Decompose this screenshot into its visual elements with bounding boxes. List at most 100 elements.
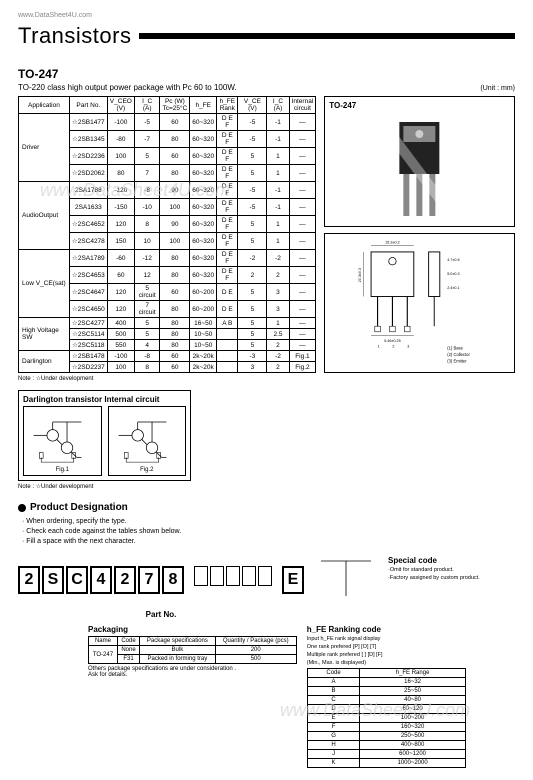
cell: D E F bbox=[217, 182, 238, 199]
cell: 160~320 bbox=[360, 723, 465, 732]
cell: 5 bbox=[134, 148, 160, 165]
cell: 500 bbox=[107, 329, 134, 340]
cell: D E bbox=[217, 284, 238, 301]
cell: ☆2SC4652 bbox=[69, 216, 107, 233]
cell: 80 bbox=[160, 267, 190, 284]
table-row: K1000~2000 bbox=[307, 759, 465, 768]
col-header: V_CEO (V) bbox=[107, 97, 134, 114]
col-header: Name bbox=[89, 637, 118, 646]
pd-list: · When ordering, specify the type.· Chec… bbox=[22, 517, 515, 546]
cell: Packed in forming tray bbox=[140, 655, 216, 664]
table-row: G250~500 bbox=[307, 732, 465, 741]
svg-text:2: 2 bbox=[393, 345, 395, 349]
svg-text:5.46±0.25: 5.46±0.25 bbox=[384, 339, 400, 343]
cell: D E F bbox=[217, 267, 238, 284]
pd-item: · Check each code against the tables sho… bbox=[22, 527, 515, 537]
cell: 250~500 bbox=[360, 732, 465, 741]
col-header: Quantity / Package (pcs) bbox=[215, 637, 296, 646]
cell: ☆2SB1345 bbox=[69, 131, 107, 148]
char-box: 2 bbox=[114, 566, 136, 594]
svg-text:(2) Collector: (2) Collector bbox=[447, 352, 470, 357]
cell: -2 bbox=[238, 250, 267, 267]
app-cell: Driver bbox=[19, 114, 70, 182]
cell: — bbox=[289, 318, 316, 329]
cell: 60~120 bbox=[360, 705, 465, 714]
cell: 550 bbox=[107, 340, 134, 351]
cell: ☆2SC4278 bbox=[69, 233, 107, 250]
cell: — bbox=[289, 233, 316, 250]
cell: K bbox=[307, 759, 360, 768]
hfe-sub2: One rank prefered [P] [O] [T] bbox=[307, 644, 466, 650]
cell: 2SA1633 bbox=[69, 199, 107, 216]
cell: 60~320 bbox=[190, 233, 217, 250]
char-box: 4 bbox=[90, 566, 112, 594]
pd-title: Product Designation bbox=[30, 502, 128, 513]
cell: Fig.2 bbox=[289, 362, 316, 373]
char-box: 7 bbox=[138, 566, 160, 594]
cell: 100 bbox=[160, 199, 190, 216]
cell: 60 bbox=[160, 362, 190, 373]
cell: ☆2SD2237 bbox=[69, 362, 107, 373]
col-header: V_CE (V) bbox=[238, 97, 267, 114]
svg-text:3: 3 bbox=[408, 345, 410, 349]
cell: 60 bbox=[160, 148, 190, 165]
cell: ☆2SB1477 bbox=[69, 114, 107, 131]
cell: 60 bbox=[107, 267, 134, 284]
cell: 7 bbox=[134, 165, 160, 182]
cell: 60~320 bbox=[190, 250, 217, 267]
cell: ☆2SC4277 bbox=[69, 318, 107, 329]
cell: 5 bbox=[238, 329, 267, 340]
cell: 60~320 bbox=[190, 216, 217, 233]
cell: 1 bbox=[267, 165, 289, 182]
darlington-title: Darlington transistor Internal circuit bbox=[23, 395, 186, 404]
cell: 60~320 bbox=[190, 148, 217, 165]
cell: D bbox=[307, 705, 360, 714]
title-bar bbox=[139, 33, 515, 39]
cell: 1 bbox=[267, 148, 289, 165]
cell: E bbox=[307, 714, 360, 723]
page-title: Transistors bbox=[18, 23, 131, 49]
special-sub1: ·Omit for standard product. bbox=[388, 567, 515, 573]
cell: 2k~20k bbox=[190, 351, 217, 362]
cell: D E F bbox=[217, 131, 238, 148]
cell: -1 bbox=[267, 182, 289, 199]
cell: 12 bbox=[134, 267, 160, 284]
svg-text:2.4±0.1: 2.4±0.1 bbox=[447, 286, 459, 290]
blank-box bbox=[242, 566, 256, 586]
cell: -5 bbox=[238, 199, 267, 216]
col-header: Application bbox=[19, 97, 70, 114]
cell: -150 bbox=[107, 199, 134, 216]
table-row: TO-247NoneBulk200 bbox=[89, 646, 297, 655]
special-title: Special code bbox=[388, 556, 515, 565]
special-sub2: ·Factory assigned by custom product. bbox=[388, 575, 515, 581]
cell: 5 bbox=[238, 340, 267, 351]
cell: 2 bbox=[267, 340, 289, 351]
cell: -7 bbox=[134, 131, 160, 148]
char-box: 2 bbox=[18, 566, 40, 594]
cell: G bbox=[307, 732, 360, 741]
cell bbox=[217, 329, 238, 340]
cell: D E bbox=[217, 301, 238, 318]
hfe-sub4: (Min., Max. is displayed) bbox=[307, 660, 466, 666]
cell: 5 bbox=[238, 284, 267, 301]
title-row: Transistors bbox=[18, 23, 515, 49]
cell bbox=[217, 351, 238, 362]
hfe-title: h_FE Ranking code bbox=[307, 625, 466, 634]
cell: 8 bbox=[134, 216, 160, 233]
cell: -8 bbox=[134, 351, 160, 362]
cell: -1 bbox=[267, 131, 289, 148]
packaging-note: Others package specifications are under … bbox=[88, 666, 297, 678]
cell: 200 bbox=[215, 646, 296, 655]
cell: 5 bbox=[238, 165, 267, 182]
table-row: D60~120 bbox=[307, 705, 465, 714]
cell: ☆2SC4650 bbox=[69, 301, 107, 318]
package-label: TO-247 bbox=[329, 101, 510, 110]
blank-box bbox=[258, 566, 272, 586]
cell: -5 bbox=[134, 114, 160, 131]
cell: -120 bbox=[107, 182, 134, 199]
unit-label: (Unit : mm) bbox=[480, 85, 515, 92]
svg-text:5.0±0.3: 5.0±0.3 bbox=[447, 272, 459, 276]
cell: 10~50 bbox=[190, 340, 217, 351]
cell: — bbox=[289, 182, 316, 199]
cell: 5 bbox=[238, 233, 267, 250]
